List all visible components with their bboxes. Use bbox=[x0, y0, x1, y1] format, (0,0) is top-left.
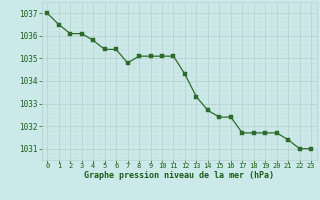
X-axis label: Graphe pression niveau de la mer (hPa): Graphe pression niveau de la mer (hPa) bbox=[84, 171, 274, 180]
